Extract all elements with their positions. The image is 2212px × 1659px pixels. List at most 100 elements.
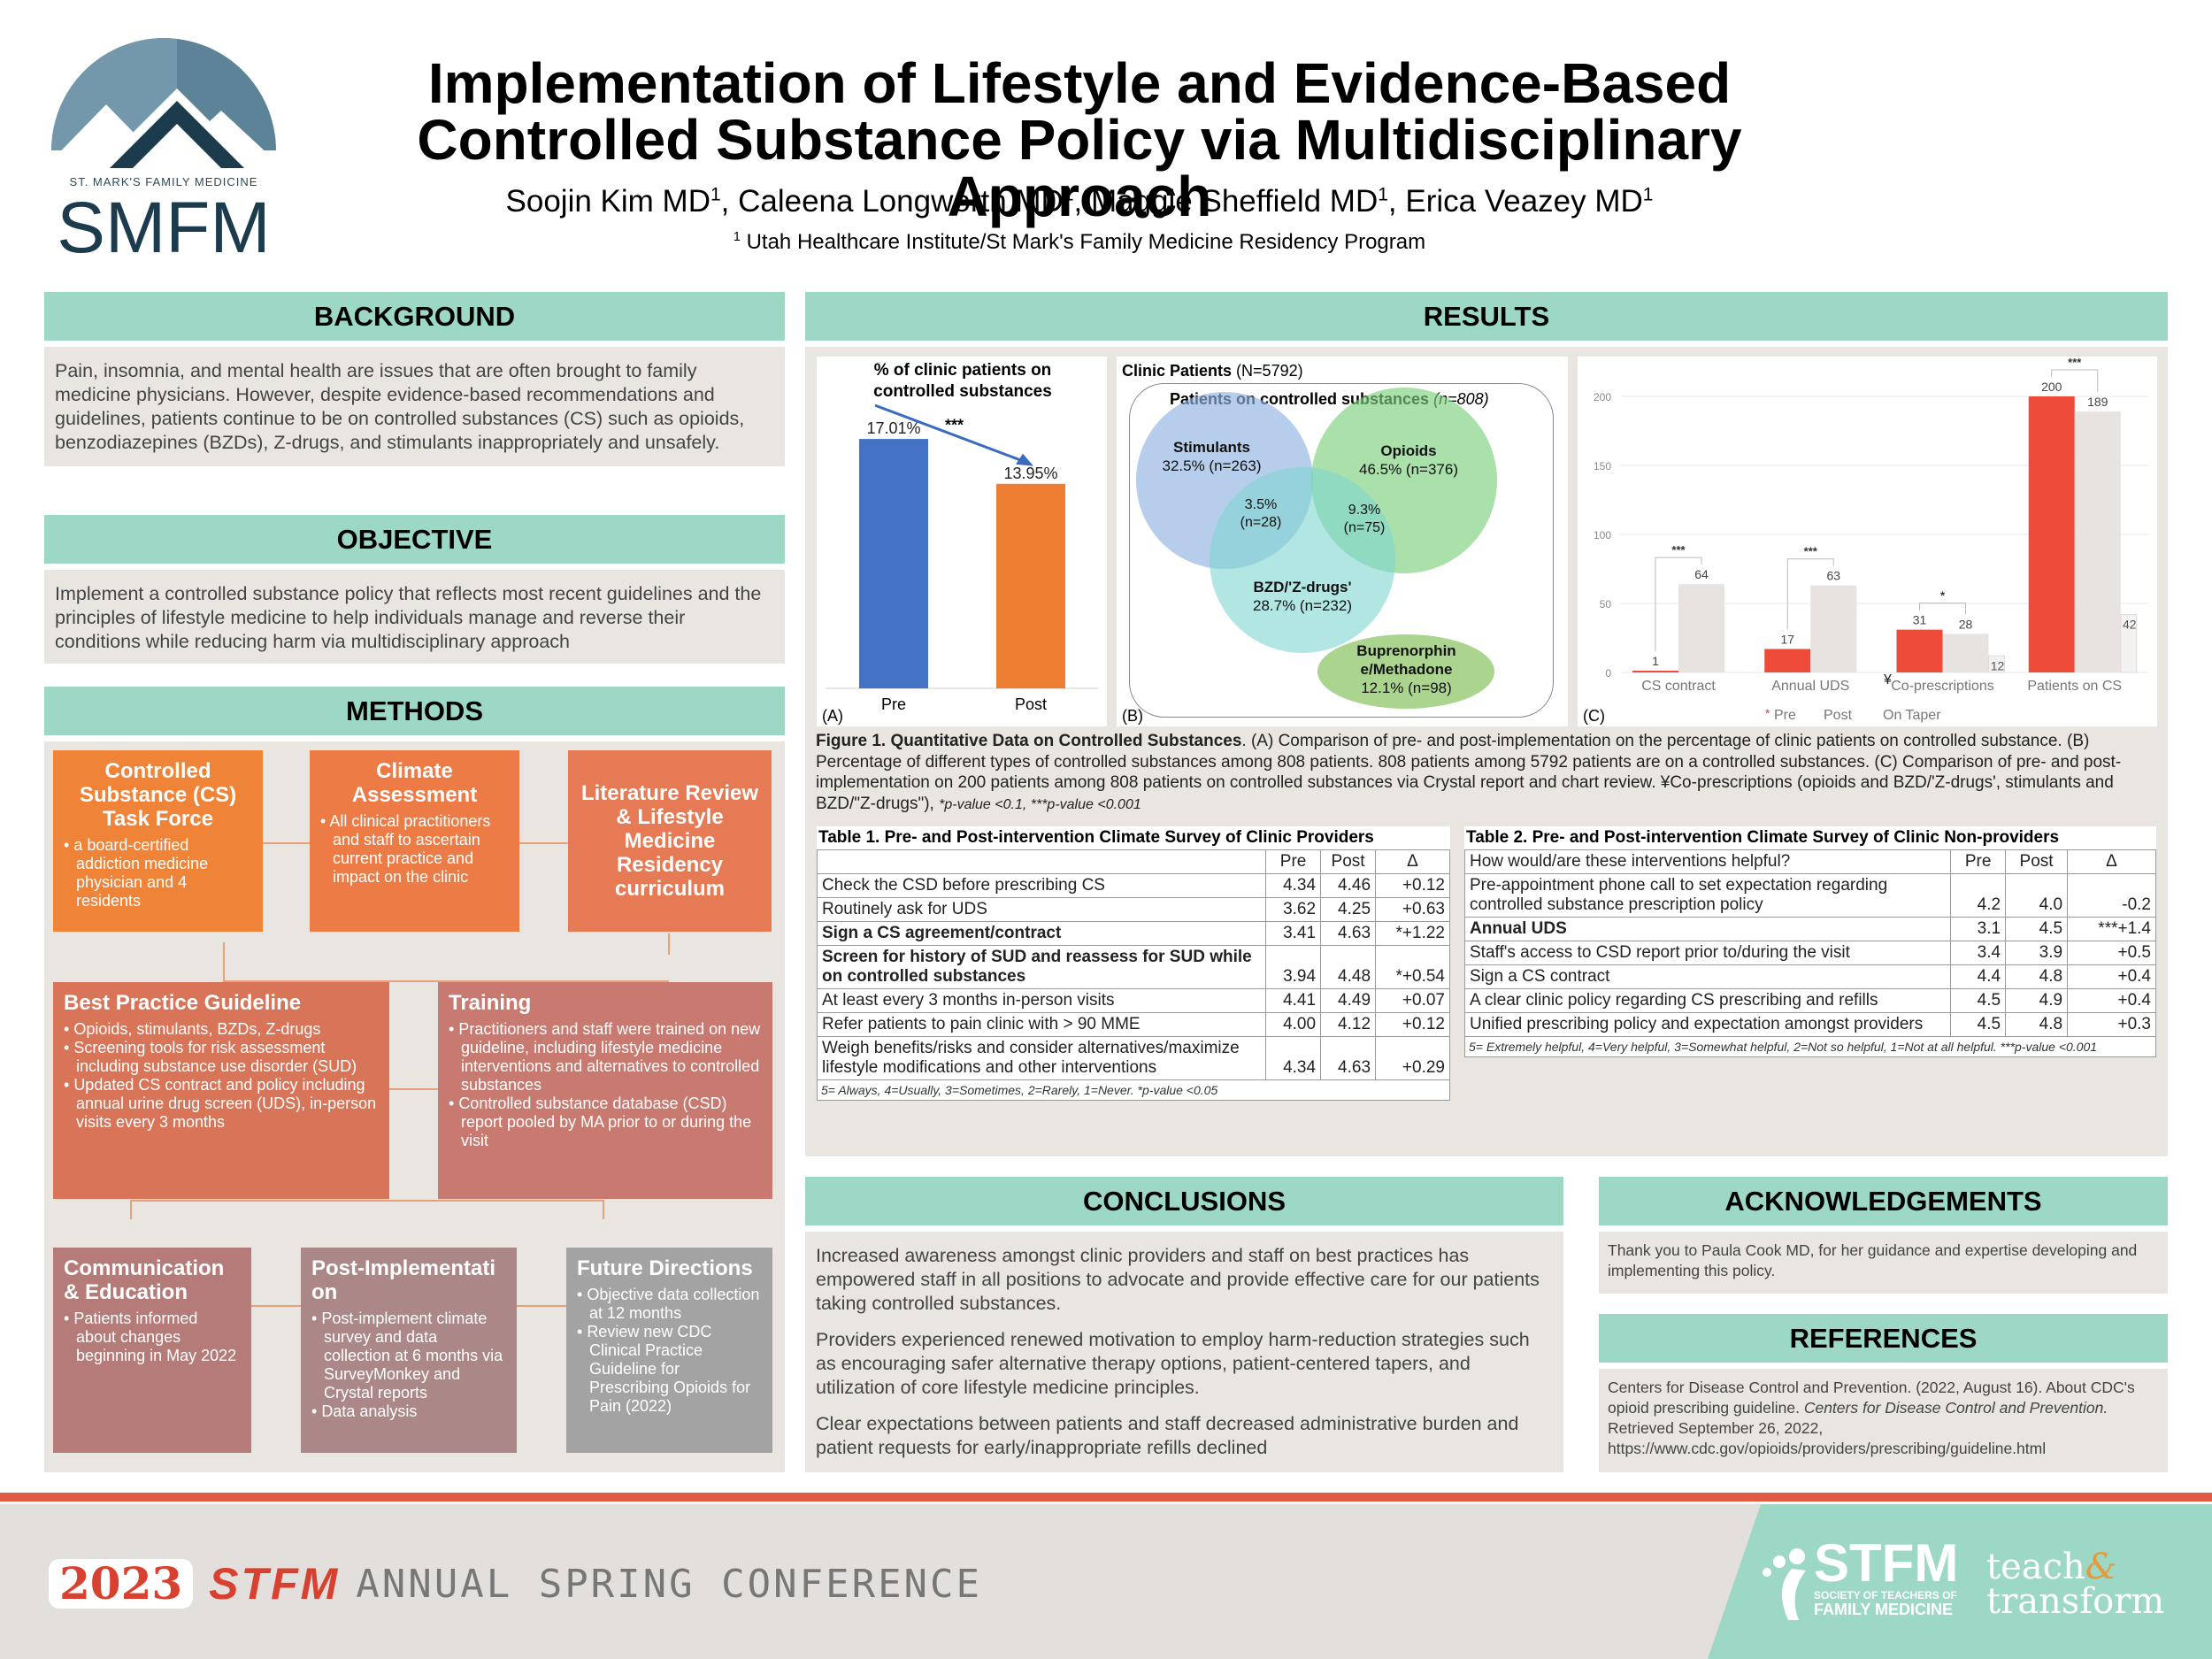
table-row: A clear clinic policy regarding CS presc…: [1463, 988, 2156, 1013]
table-cell: 3.94: [1265, 945, 1322, 989]
background-text: Pain, insomnia, and mental health are is…: [55, 360, 745, 453]
table2-caption: Table 2. Pre- and Post-intervention Clim…: [1466, 828, 2060, 847]
table-cell: ***+1.4: [2067, 917, 2156, 941]
connector: [262, 842, 310, 844]
chart-c-bracket: [2051, 369, 2099, 393]
authors: Soojin Kim MD1, Caleena Longworth MD1, M…: [505, 184, 1654, 219]
literature-title: Literature Review & Lifestyle Medicine R…: [580, 781, 759, 901]
chart-c-bracket: [1786, 558, 1834, 630]
future-list: Objective data collection at 12 months R…: [577, 1286, 762, 1416]
chart-c-value-label: 42: [2123, 617, 2137, 631]
chart-c-legend-pre: Pre: [1774, 708, 1796, 723]
connector: [668, 933, 670, 955]
table-cell: Check the CSD before prescribing CS: [816, 873, 1267, 898]
conclusions-heading: CONCLUSIONS: [805, 1177, 1563, 1225]
overlap-stim-bzd: 3.5% (n=28): [1240, 497, 1282, 530]
table-row: Pre-appointment phone call to set expect…: [1463, 873, 2156, 918]
figure-caption: Figure 1. Quantitative Data on Controlle…: [816, 732, 2122, 813]
chart-c-category-label: CS contract: [1641, 679, 1716, 694]
methods-guideline: Best Practice Guideline Opioids, stimula…: [53, 982, 389, 1199]
communication-title: Communication & Education: [64, 1256, 225, 1304]
table-cell: +0.12: [1375, 1012, 1450, 1037]
table-cell: 4.48: [1320, 945, 1377, 989]
table-cell: *+1.22: [1375, 921, 1450, 946]
poster-title: Implementation of Lifestyle and Evidence…: [336, 55, 1823, 225]
table-cell: 4.41: [1265, 988, 1322, 1013]
chart-c-bar-pre: [1764, 649, 1811, 672]
methods-future: Future Directions Objective data collect…: [566, 1248, 772, 1453]
stfm-figure-icon: [1763, 1548, 1806, 1620]
objective-section: Implement a controlled substance policy …: [44, 570, 785, 664]
table1: Pre Post Δ Check the CSD before prescrib…: [816, 849, 1450, 1080]
title-line-2: Controlled Substance Policy via Multidis…: [417, 108, 1742, 228]
table-cell: +0.63: [1375, 897, 1450, 922]
table-cell: 4.46: [1320, 873, 1377, 898]
table-cell: 4.25: [1320, 897, 1377, 922]
climate-list: All clinical practitioners and staff to …: [320, 812, 509, 887]
footer-divider: [0, 1493, 2212, 1502]
table-cell: Annual UDS: [1463, 917, 1952, 941]
chart-a-value-label: 13.95%: [1003, 465, 1057, 482]
table-cell: 3.4: [1950, 941, 2007, 965]
table-cell: 4.4: [1950, 964, 2007, 989]
chart-c-value-label: 189: [2087, 395, 2108, 409]
table-cell: 4.5: [2005, 917, 2069, 941]
chart-c-tick-label: 50: [1600, 598, 1612, 611]
table-cell: +0.07: [1375, 988, 1450, 1013]
chart-c-value-label: 31: [1913, 613, 1927, 627]
table-cell: Sign a CS agreement/contract: [816, 921, 1267, 946]
table-cell: +0.4: [2067, 964, 2156, 989]
table-cell: 4.34: [1265, 1036, 1322, 1080]
table-cell: +0.5: [2067, 941, 2156, 965]
panel-b: Clinic Patients (N=5792) Patients on con…: [1117, 357, 1568, 726]
task-force-title: Controlled Substance (CS) Task Force: [79, 759, 237, 831]
training-title: Training: [449, 991, 532, 1015]
table-cell: Sign a CS contract: [1463, 964, 1952, 989]
table-cell: *+0.54: [1375, 945, 1450, 989]
connector: [389, 1088, 439, 1090]
venn-bzd: [1210, 467, 1395, 653]
table-row: Refer patients to pain clinic with > 90 …: [816, 1012, 1450, 1037]
references-heading: REFERENCES: [1599, 1314, 2168, 1363]
chart-c-value-label: 200: [2041, 380, 2062, 394]
chart-a: 17.01% Pre 13.95% Post ***: [826, 403, 1098, 713]
teach-transform-logo: teach& transform: [1986, 1547, 2165, 1622]
table-cell: +0.29: [1375, 1036, 1450, 1080]
chart-a-significance: ***: [945, 416, 964, 434]
chart-c-tick-label: 200: [1594, 391, 1611, 403]
buprenorphine-label: Buprenorphin e/Methadone 12.1% (n=98): [1356, 642, 1456, 696]
references-text: Centers for Disease Control and Preventi…: [1608, 1379, 2135, 1457]
chart-c-bar-post: [1810, 585, 1857, 672]
conference-banner: 2023 STFM ANNUAL SPRING CONFERENCE: [49, 1557, 982, 1610]
table-cell: +0.4: [2067, 988, 2156, 1013]
chart-c-bar-pre: [1896, 629, 1943, 672]
table2-header-row: How would/are these interventions helpfu…: [1463, 849, 2156, 874]
conclusion-2: Providers experienced renewed motivation…: [816, 1329, 1530, 1398]
objective-text: Implement a controlled substance policy …: [55, 583, 762, 652]
table-row: Check the CSD before prescribing CS 4.34 4…: [816, 873, 1450, 898]
methods-post-implementation: Post-Implementati on Post-implement clim…: [301, 1248, 517, 1453]
panel-a-title: % of clinic patients on controlled subst…: [873, 361, 1052, 401]
table-row: Screen for history of SUD and reassess f…: [816, 945, 1450, 989]
panel-a: % of clinic patients on controlled subst…: [817, 357, 1107, 726]
chart-a-category-label: Pre: [881, 695, 906, 713]
acknowledgements-text: Thank you to Paula Cook MD, for her guid…: [1608, 1241, 2138, 1279]
logo-name: ST. MARK'S FAMILY MEDICINE: [70, 175, 258, 188]
chart-c-bar-extra: [1988, 655, 2005, 673]
post-title: Post-Implementati on: [311, 1256, 496, 1304]
table-cell: 4.00: [1265, 1012, 1322, 1037]
methods-communication: Communication & Education Patients infor…: [53, 1248, 251, 1453]
table-cell: 4.9: [2005, 988, 2069, 1013]
climate-title: Climate Assessment: [351, 759, 478, 807]
table-cell: At least every 3 months in-person visits: [816, 988, 1267, 1013]
chart-c-yen-marker: ¥: [1883, 672, 1892, 687]
table-cell: Staff's access to CSD report prior to/du…: [1463, 941, 1952, 965]
methods-training: Training Practitioners and staff were tr…: [438, 982, 772, 1199]
conference-org: STFM: [209, 1559, 341, 1609]
connector: [130, 1200, 604, 1219]
chart-c-bar-pre: [1632, 671, 1678, 672]
chart-c: 0 50 100 150 200 1 64 *** CS contract 17 63 *** Annu…: [1594, 357, 2148, 723]
chart-c-legend-marker: *: [1765, 706, 1770, 720]
table-cell: 4.5: [1950, 988, 2007, 1013]
conclusions-section: Increased awareness amongst clinic provi…: [805, 1232, 1563, 1472]
